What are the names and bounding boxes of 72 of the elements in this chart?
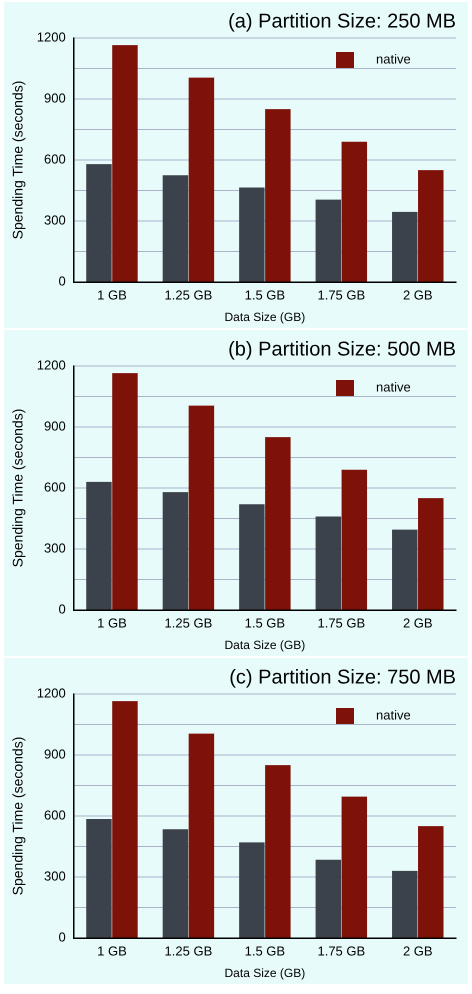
bar [342,470,368,610]
x-tick-label: 1 GB [97,943,127,958]
bar [392,212,418,282]
bar [316,200,342,282]
bar [188,406,214,610]
x-axis-title: Data Size (GB) [224,638,306,652]
chart-title: (a) Partition Size: 250 MB [228,10,456,33]
x-axis-title: Data Size (GB) [224,310,306,324]
x-tick-label: 1.5 GB [244,287,286,302]
bar [162,492,188,610]
bar [418,498,444,610]
y-tick-label: 1200 [36,358,66,373]
x-tick-label: 1.25 GB [164,943,212,958]
y-tick-label: 900 [44,418,66,434]
bar [265,109,291,282]
y-tick-label: 0 [58,930,66,945]
x-tick-label: 2 GB [402,943,433,958]
legend-label: native [376,380,411,395]
x-tick-label: 1 GB [97,615,127,630]
x-tick-label: 1.75 GB [317,943,366,958]
y-tick-label: 1200 [36,686,66,701]
bar [418,826,444,938]
x-tick-label: 1.5 GB [244,943,286,958]
x-tick-label: 1 GB [97,287,127,302]
bar [162,175,188,282]
bar [188,734,214,938]
bar [112,701,138,938]
chart-title: (b) Partition Size: 500 MB [228,338,456,361]
y-tick-label: 300 [44,540,66,556]
chart-title: (c) Partition Size: 750 MB [229,666,456,689]
legend-label: native [376,708,411,723]
x-tick-label: 1.25 GB [164,615,212,630]
bar [86,164,112,282]
bar [342,142,368,282]
bar [112,373,138,610]
x-tick-label: 1.25 GB [164,287,212,302]
x-tick-label: 1.75 GB [317,287,366,302]
bar [112,45,138,282]
x-tick-label: 2 GB [402,615,433,630]
y-tick-label: 300 [44,868,66,884]
bar [86,482,112,610]
bar [418,170,444,282]
bar [162,829,188,938]
x-axis-title: Data Size (GB) [224,966,306,980]
y-tick-label: 0 [58,602,66,617]
y-tick-label: 900 [44,90,66,106]
bar [392,870,418,938]
y-axis-title: Spending Time (seconds) [9,80,26,240]
bar [265,437,291,610]
x-tick-label: 1.5 GB [244,615,286,630]
x-tick-label: 1.75 GB [317,615,366,630]
bar [188,78,214,282]
x-tick-label: 2 GB [402,287,433,302]
y-tick-label: 300 [44,212,66,228]
bar [86,819,112,938]
y-axis-title: Spending Time (seconds) [9,408,26,568]
bar [392,530,418,610]
y-tick-label: 1200 [36,30,66,45]
y-tick-label: 600 [44,152,66,167]
bar [316,516,342,610]
y-tick-label: 600 [44,808,66,823]
y-axis-title: Spending Time (seconds) [9,736,26,896]
y-tick-label: 900 [44,746,66,762]
bar [265,765,291,938]
bar [239,842,265,938]
y-tick-label: 600 [44,480,66,495]
bar [239,187,265,282]
bar [342,796,368,938]
legend-label: native [376,52,411,67]
y-tick-label: 0 [58,274,66,289]
bar [316,860,342,938]
bar [239,504,265,610]
